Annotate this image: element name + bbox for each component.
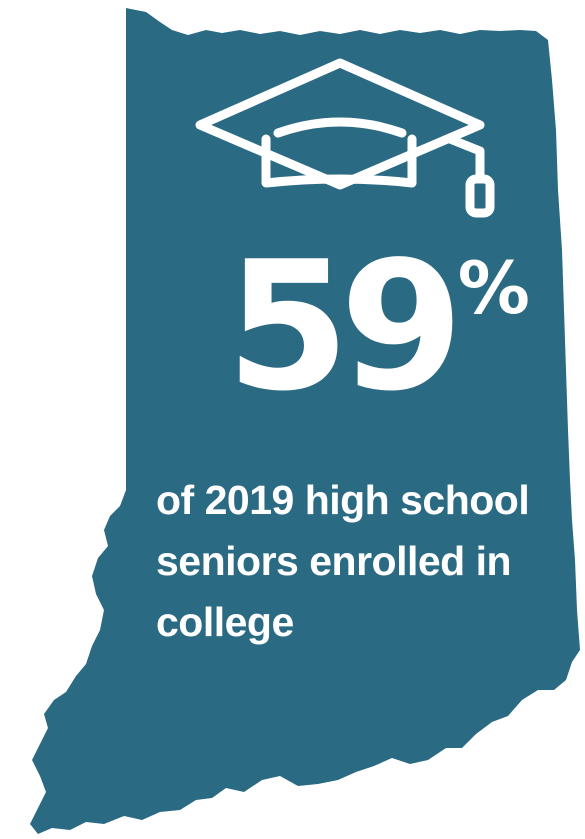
stat-caption: of 2019 high school seniors enrolled in …: [156, 470, 576, 653]
state-outline: [30, 8, 580, 834]
caption-line-1: of 2019 high school: [156, 477, 530, 523]
stat-number: 59: [226, 223, 464, 430]
stat-figure: 59 %: [226, 238, 530, 418]
stat-percent-sign: %: [457, 246, 530, 330]
caption-line-2: seniors enrolled in: [156, 538, 512, 584]
graduation-cap-icon: [195, 58, 495, 218]
caption-line-3: college: [156, 599, 294, 645]
